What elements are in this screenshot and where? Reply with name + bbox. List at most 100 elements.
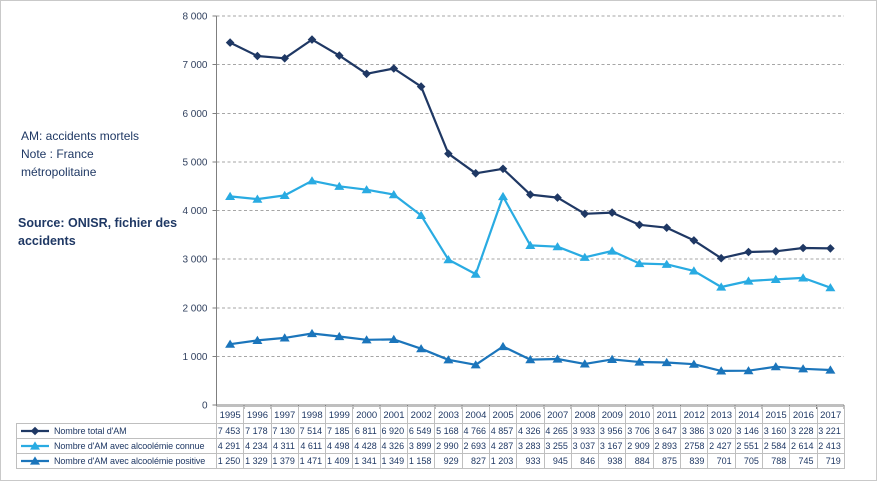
value-cell: 2 413 [816,438,845,454]
value-cell: 4 234 [243,438,272,454]
triangle-marker [634,357,645,366]
year-header: 1998 [297,406,327,424]
diamond-marker [280,54,289,63]
value-cell: 719 [816,453,845,469]
legend-key-icon [21,456,49,465]
value-cell: 3 167 [598,438,627,454]
triangle-marker [388,190,399,199]
value-cell: 2 427 [707,438,736,454]
year-header: 2007 [543,406,572,424]
value-cell: 2 584 [761,438,791,454]
year-header: 1997 [270,406,299,424]
diamond-marker [307,35,317,44]
value-cell: 4 311 [270,438,299,454]
source-note: Source: ONISR, fichier des accidents [18,214,177,250]
triangle-marker [279,190,290,199]
triangle-marker [307,176,317,185]
triangle-marker [716,282,727,291]
note-line: métropolitaine [21,165,97,179]
diamond-marker [389,64,399,73]
value-cell: 745 [789,453,818,469]
triangle-marker [334,331,345,341]
triangle-marker [825,283,836,292]
triangle-marker [470,269,481,278]
triangle-marker [634,258,645,268]
triangle-icon [30,441,40,450]
triangle-marker [388,334,399,343]
value-cell: 3 037 [570,438,600,454]
value-cell: 1 471 [297,453,327,469]
triangle-marker [307,328,317,338]
value-cell: 788 [761,453,791,469]
value-cell: 4 498 [325,438,354,454]
triangle-marker [716,366,727,375]
value-cell: 4 291 [215,438,245,454]
year-header: 2003 [434,406,463,424]
diamond-marker [253,51,262,61]
value-cell: 1 341 [352,453,381,469]
value-cell: 3 221 [816,423,845,439]
triangle-marker [579,252,590,261]
value-cell: 3 146 [734,423,763,439]
triangle-marker [688,359,699,368]
value-cell: 4 326 [379,438,409,454]
value-cell: 1 379 [270,453,299,469]
legend-label: Nombre total d'AM [54,426,127,436]
value-cell: 3 956 [598,423,627,439]
y-axis-label: 6 000 [182,109,207,120]
value-cell: 1 349 [379,453,409,469]
legend-cell: Nombre d'AM avec alcoolémie positive [16,453,217,469]
diamond-marker [662,223,671,232]
value-cell: 827 [461,453,490,469]
y-axis-label: 1 000 [182,352,207,363]
value-cell: 4 611 [297,438,327,454]
diamond-marker [362,69,371,79]
y-axis-label: 4 000 [182,206,207,217]
series-line-2 [229,332,832,372]
value-cell: 7 453 [215,423,245,439]
value-cell: 7 185 [325,423,354,439]
triangle-marker [579,359,590,368]
value-cell: 3 933 [570,423,600,439]
diamond-marker [798,243,808,253]
value-cell: 929 [434,453,463,469]
value-cell: 705 [734,453,763,469]
triangle-marker [607,246,618,255]
value-cell: 7 130 [270,423,299,439]
value-cell: 701 [707,453,736,469]
triangle-marker [470,360,481,369]
triangle-marker [334,181,345,190]
value-cell: 4 766 [461,423,490,439]
diamond-marker [771,247,781,256]
note-line: AM: accidents mortels [21,129,140,143]
chart-note: AM: accidents mortels Note : France métr… [21,127,139,181]
diamond-marker [526,190,535,199]
year-header: 2010 [625,406,654,424]
value-cell: 1 250 [215,453,245,469]
value-cell: 2 990 [434,438,463,454]
value-cell: 3 020 [707,423,736,439]
legend-label: Nombre d'AM avec alcoolémie connue [54,441,205,451]
triangle-marker [525,355,536,364]
diamond-marker [335,51,344,60]
triangle-marker [361,335,372,344]
year-header-row: 1995 1996 1997 1998 1999 2000 2001 2002 2003 2004… [17,406,845,424]
year-header: 2017 [816,406,845,424]
value-cell: 933 [516,453,545,469]
value-cell: 3 160 [761,423,791,439]
y-axis-label: 2 000 [182,303,207,314]
diamond-marker [444,149,453,158]
legend-key-icon [21,441,49,450]
value-cell: 3 386 [680,423,709,439]
year-header: 2008 [570,406,600,424]
triangle-marker [688,266,699,275]
value-cell: 6 920 [379,423,409,439]
year-header: 2015 [761,406,791,424]
year-header: 2001 [379,406,409,424]
triangle-marker [252,335,263,344]
value-cell: 5 168 [434,423,463,439]
triangle-marker [798,364,809,373]
triangle-marker [770,274,781,283]
diamond-marker [471,169,480,178]
